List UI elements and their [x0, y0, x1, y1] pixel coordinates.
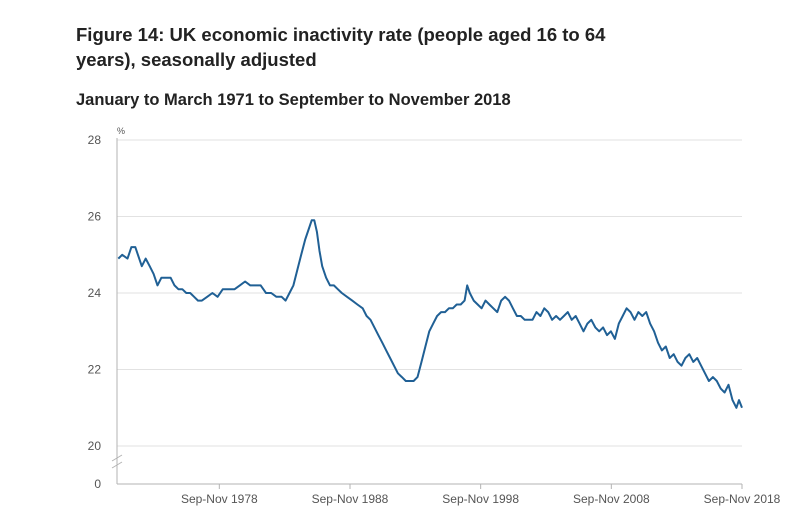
y-tick-label: 24 — [88, 286, 102, 300]
y-tick-label: 22 — [88, 363, 102, 377]
x-tick-label: Sep-Nov 2018 — [704, 492, 781, 506]
gridlines — [117, 139, 742, 447]
series-line-inactivity-rate — [117, 219, 743, 409]
axis-break-icon — [111, 454, 123, 469]
y-axis-unit-label: % — [117, 126, 125, 136]
y-tick-label: 28 — [88, 133, 102, 147]
axes: % — [111, 126, 742, 485]
y-tick-label: 20 — [88, 439, 102, 453]
y-tick-label: 26 — [88, 210, 102, 224]
y-tick-label: 0 — [94, 477, 101, 491]
x-tick-label: Sep-Nov 1978 — [181, 492, 258, 506]
x-tick-label: Sep-Nov 1988 — [312, 492, 389, 506]
chart-subtitle: January to March 1971 to September to No… — [76, 91, 511, 109]
tick-labels: 20 22 24 26 28 0 Sep-Nov 1978 Sep-Nov 1988 Sep-N… — [88, 133, 781, 506]
chart-title: Figure 14: UK economic inactivity rate (… — [76, 24, 606, 70]
x-tick-label: Sep-Nov 1998 — [442, 492, 519, 506]
x-tick-label: Sep-Nov 2008 — [573, 492, 650, 506]
